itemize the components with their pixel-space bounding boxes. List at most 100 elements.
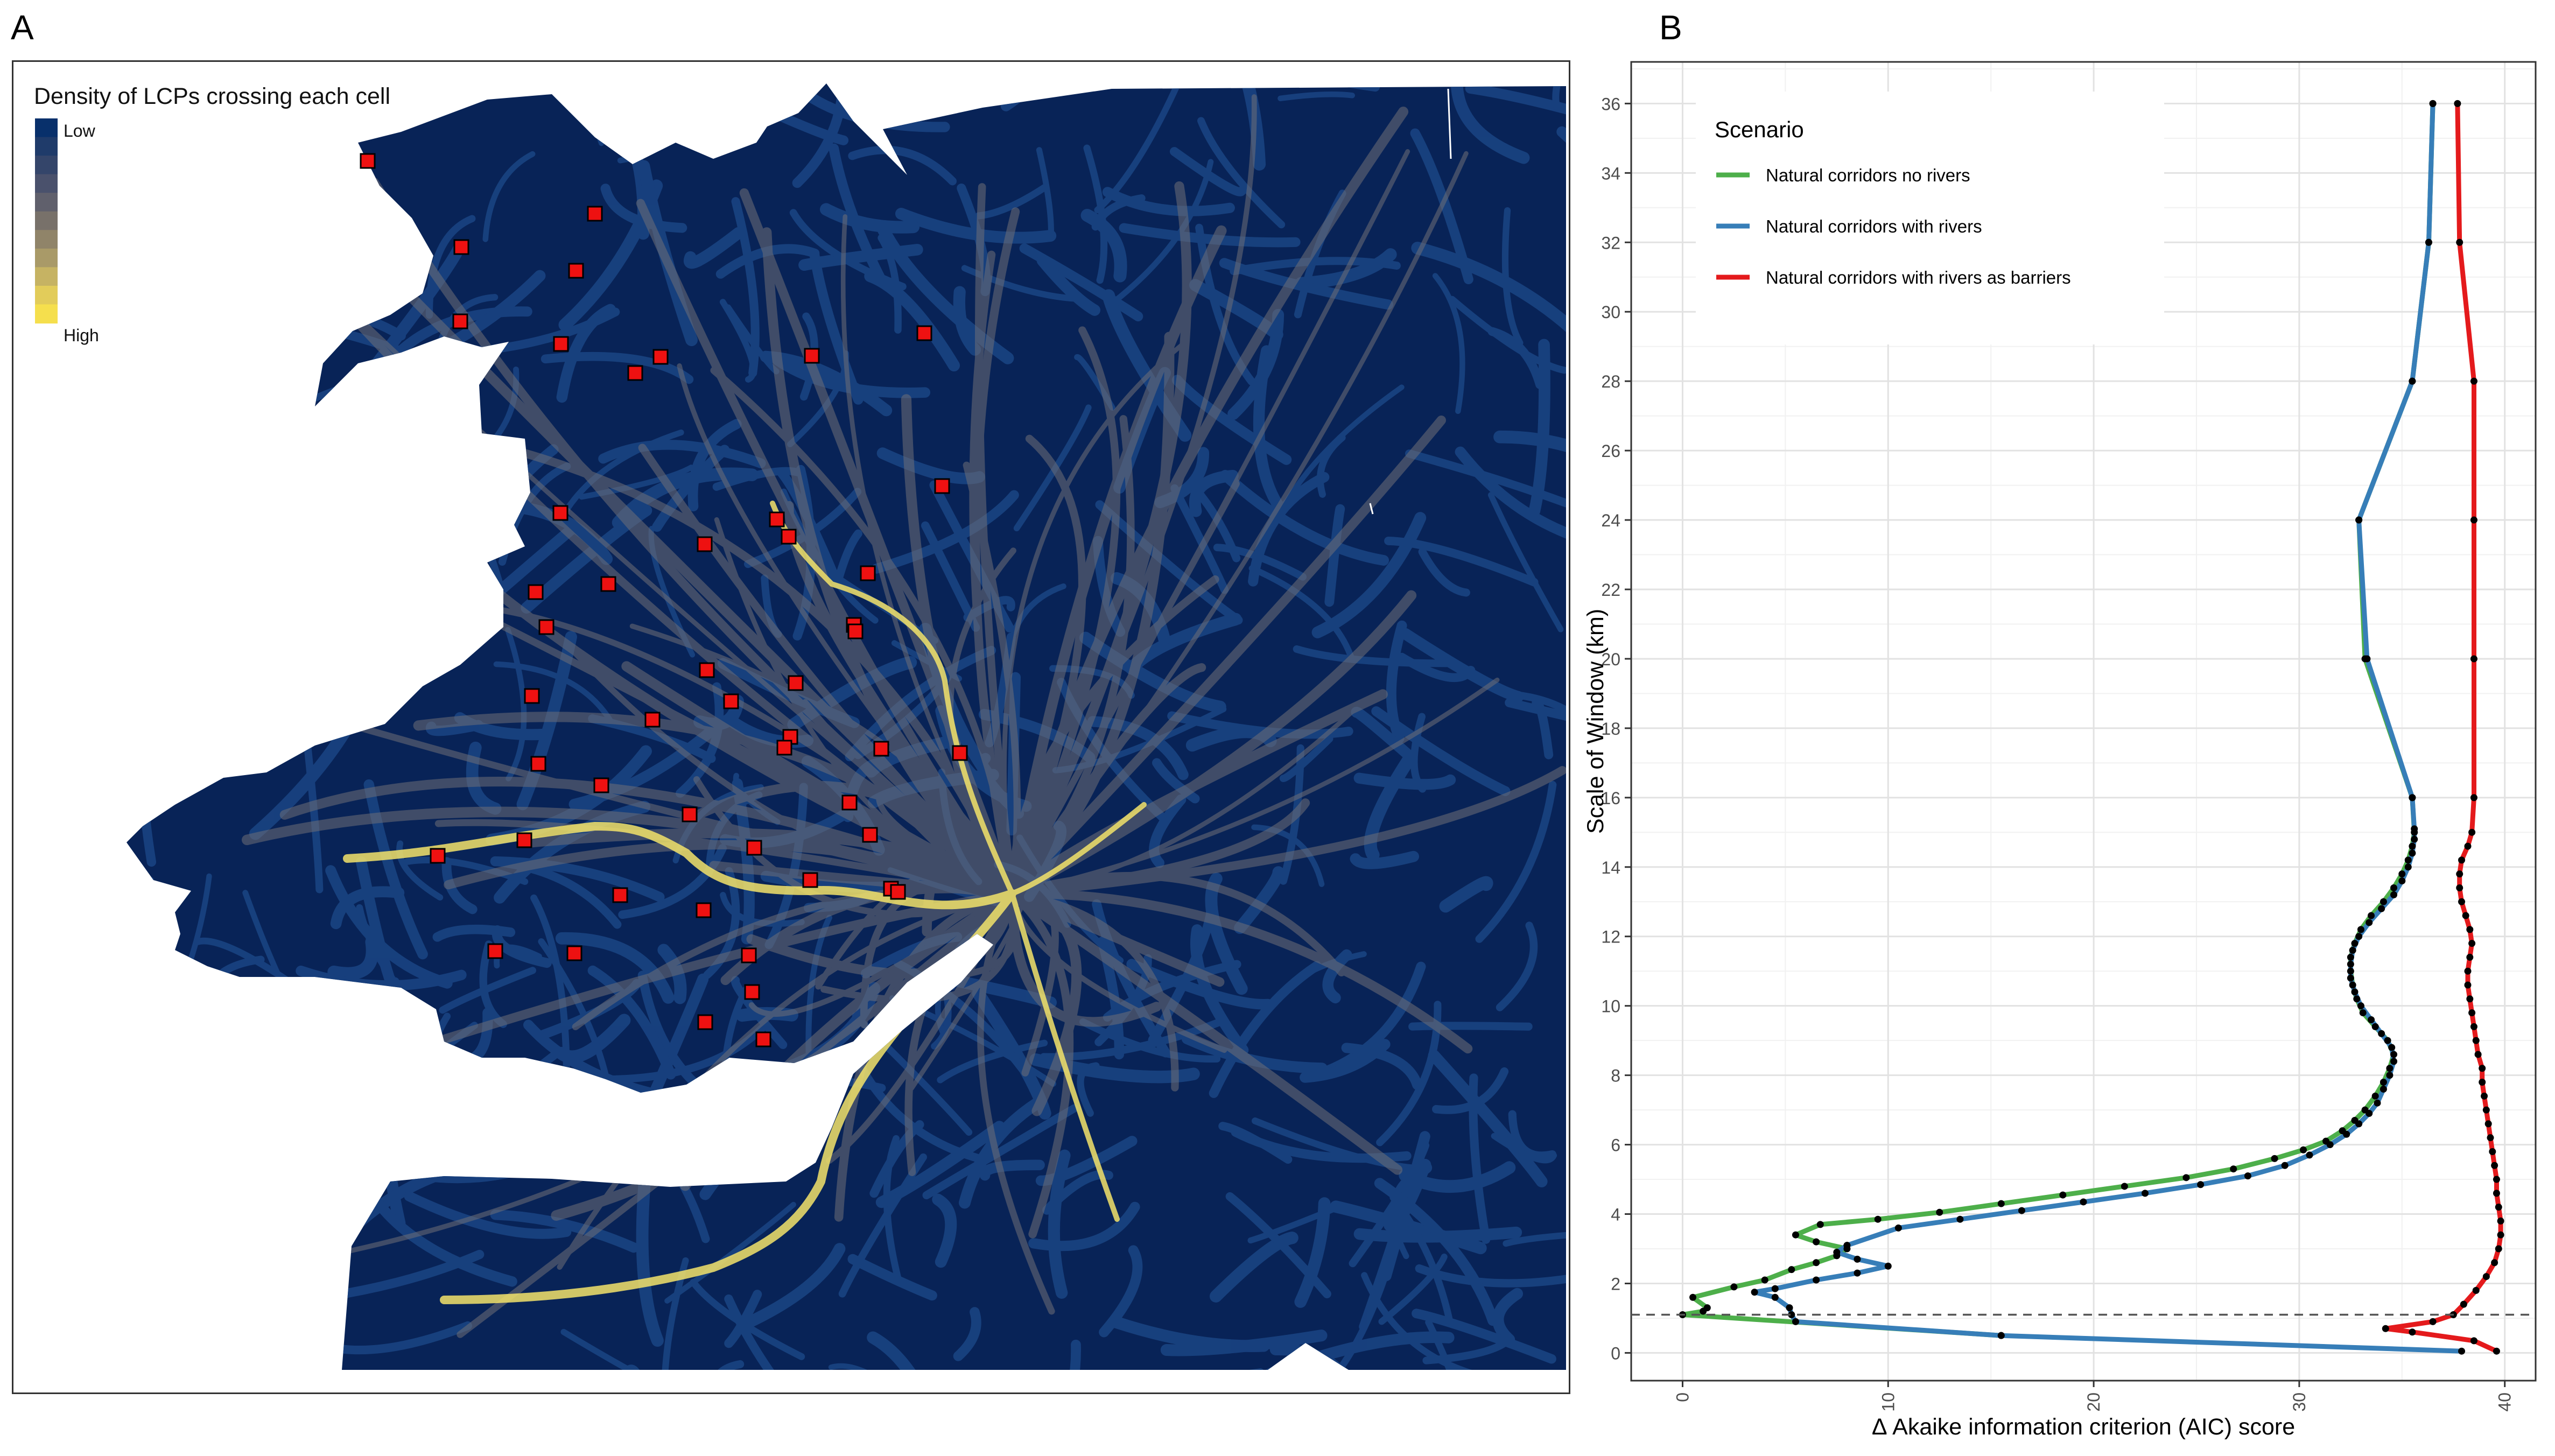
data-point [2491, 1162, 2498, 1169]
data-point [2482, 1106, 2490, 1114]
data-point [2142, 1190, 2149, 1197]
data-point [1997, 1332, 2005, 1339]
y-tick-label: 32 [1601, 233, 1620, 252]
data-point [1956, 1215, 1964, 1223]
data-point [2495, 1204, 2502, 1211]
data-point [2479, 1079, 2486, 1086]
y-tick-label: 12 [1601, 927, 1620, 947]
data-point [2121, 1183, 2128, 1190]
x-tick-label: 20 [2084, 1392, 2103, 1412]
data-point [2411, 835, 2418, 843]
data-point [2390, 1058, 2398, 1065]
data-point [1874, 1215, 1882, 1223]
map-legend-colorbar [35, 118, 58, 323]
data-point [1786, 1304, 1793, 1312]
data-point [1689, 1293, 1697, 1301]
data-point [2388, 1044, 2396, 1051]
y-tick-label: 22 [1601, 580, 1620, 600]
data-point [2398, 877, 2406, 885]
data-point [2244, 1172, 2251, 1180]
chart-legend: Scenario Natural corridors no rivers Natur… [1696, 92, 2164, 344]
data-point [2429, 1318, 2437, 1325]
data-point [1792, 1318, 1799, 1325]
data-point [2409, 849, 2416, 857]
data-point [2472, 1286, 2480, 1294]
y-tick-label: 36 [1601, 94, 1620, 114]
data-point [2470, 1023, 2477, 1030]
data-point [2371, 1023, 2379, 1030]
data-point [2470, 516, 2477, 524]
y-tick-label: 30 [1601, 303, 1620, 322]
site-markers [360, 153, 968, 1047]
data-point [1771, 1293, 1779, 1301]
y-tick-label: 20 [1601, 650, 1620, 669]
data-point [1788, 1266, 1795, 1274]
y-tick-label: 2 [1611, 1274, 1620, 1293]
y-tick-label: 24 [1601, 511, 1620, 530]
data-point [2366, 1110, 2373, 1117]
data-point [2411, 825, 2418, 833]
y-tick-label: 28 [1601, 372, 1620, 391]
data-point [2343, 1130, 2350, 1138]
data-point [2456, 238, 2463, 246]
data-point [1854, 1255, 1861, 1263]
data-point [2351, 988, 2359, 996]
data-point [2497, 1231, 2504, 1239]
y-tick-label: 0 [1611, 1344, 1620, 1363]
lcp-density-map [35, 83, 1566, 1370]
data-point [2347, 960, 2354, 968]
map-legend-title: Density of LCPs crossing each cell [34, 83, 391, 109]
y-axis-title: Scale of Window (km) [1583, 609, 1609, 834]
data-point [2384, 1037, 2391, 1044]
data-point [1813, 1238, 1820, 1246]
x-tick-label: 10 [1878, 1392, 1898, 1412]
data-point [2349, 981, 2356, 989]
data-point [2357, 1002, 2364, 1010]
data-point [2404, 863, 2412, 871]
data-point [2378, 905, 2385, 912]
data-point [2371, 1092, 2379, 1100]
data-point [1894, 1224, 1902, 1232]
data-point [2474, 1051, 2482, 1058]
y-tick-label: 34 [1601, 164, 1620, 183]
data-point [2355, 933, 2363, 940]
data-point [2481, 1092, 2488, 1100]
data-point [2347, 953, 2354, 961]
data-point [2409, 842, 2416, 850]
map-legend-high: High [64, 326, 99, 345]
data-point [2491, 1259, 2498, 1267]
data-point [2197, 1181, 2205, 1188]
data-point [1771, 1285, 1779, 1292]
data-point [2390, 891, 2398, 898]
data-point [2353, 995, 2361, 1003]
data-point [2470, 377, 2477, 385]
data-point [2456, 870, 2463, 878]
map-land [127, 83, 1566, 1370]
data-point [2464, 981, 2472, 989]
data-point [2379, 1085, 2387, 1093]
data-point [1997, 1200, 2005, 1207]
data-point [1703, 1304, 1711, 1312]
data-point [1792, 1231, 1799, 1239]
data-point [2326, 1141, 2334, 1149]
data-point [2487, 1134, 2494, 1142]
data-point [2059, 1191, 2067, 1199]
data-point [2347, 967, 2354, 975]
data-point [1730, 1283, 1738, 1291]
data-point [2460, 1300, 2467, 1308]
data-point [2404, 856, 2412, 864]
data-point [2386, 1065, 2393, 1072]
data-point [2454, 100, 2461, 107]
data-point [1813, 1276, 1820, 1284]
data-point [2466, 995, 2474, 1003]
data-point [2484, 1120, 2492, 1128]
data-point [2271, 1155, 2278, 1162]
data-point [2429, 100, 2437, 107]
data-point [2230, 1165, 2237, 1173]
x-tick-label: 30 [2290, 1392, 2309, 1412]
legend-title: Scenario [1715, 117, 1804, 142]
data-point [2468, 940, 2476, 947]
data-point [2409, 794, 2416, 801]
